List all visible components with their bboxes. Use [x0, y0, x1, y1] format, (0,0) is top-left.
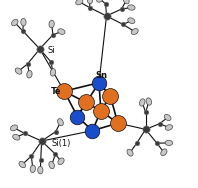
Ellipse shape: [21, 18, 26, 26]
Ellipse shape: [87, 0, 93, 4]
Ellipse shape: [123, 0, 129, 4]
Ellipse shape: [27, 70, 32, 78]
Ellipse shape: [164, 114, 171, 121]
Point: [40, 139, 43, 143]
Text: Sn: Sn: [95, 71, 107, 80]
Ellipse shape: [50, 69, 56, 76]
Point: [39, 158, 42, 161]
Ellipse shape: [76, 0, 83, 5]
Ellipse shape: [165, 140, 173, 146]
Ellipse shape: [161, 149, 167, 156]
Ellipse shape: [15, 68, 22, 74]
Ellipse shape: [10, 125, 18, 131]
Point: [122, 23, 125, 26]
Point: [97, 81, 101, 84]
Point: [91, 129, 94, 132]
Point: [54, 130, 57, 133]
Text: Si(1): Si(1): [51, 139, 70, 148]
Ellipse shape: [128, 5, 135, 10]
Point: [109, 94, 112, 97]
Point: [51, 33, 54, 36]
Point: [50, 61, 53, 64]
Ellipse shape: [11, 19, 18, 26]
Point: [158, 122, 161, 125]
Ellipse shape: [58, 158, 64, 165]
Point: [38, 47, 41, 50]
Point: [144, 128, 147, 131]
Point: [144, 111, 147, 114]
Ellipse shape: [146, 98, 151, 105]
Point: [105, 14, 108, 17]
Ellipse shape: [49, 20, 54, 28]
Ellipse shape: [127, 149, 133, 156]
Ellipse shape: [139, 99, 145, 106]
Point: [88, 6, 91, 9]
Text: Si: Si: [48, 46, 55, 55]
Point: [135, 142, 138, 145]
Ellipse shape: [131, 29, 138, 35]
Point: [30, 155, 33, 158]
Ellipse shape: [49, 161, 54, 169]
Point: [120, 8, 123, 11]
Ellipse shape: [58, 29, 65, 34]
Point: [155, 142, 158, 145]
Point: [116, 122, 119, 125]
Ellipse shape: [58, 119, 63, 126]
Ellipse shape: [19, 161, 26, 168]
Point: [23, 132, 26, 135]
Ellipse shape: [97, 0, 103, 2]
Point: [21, 30, 24, 33]
Ellipse shape: [38, 166, 43, 174]
Point: [26, 62, 29, 65]
Ellipse shape: [13, 134, 20, 140]
Ellipse shape: [128, 18, 135, 24]
Point: [84, 101, 88, 104]
Ellipse shape: [30, 165, 35, 173]
Point: [54, 153, 57, 156]
Point: [63, 90, 66, 93]
Point: [104, 2, 107, 5]
Point: [76, 115, 79, 118]
Text: Te: Te: [51, 87, 62, 96]
Point: [99, 109, 102, 112]
Ellipse shape: [165, 125, 173, 130]
